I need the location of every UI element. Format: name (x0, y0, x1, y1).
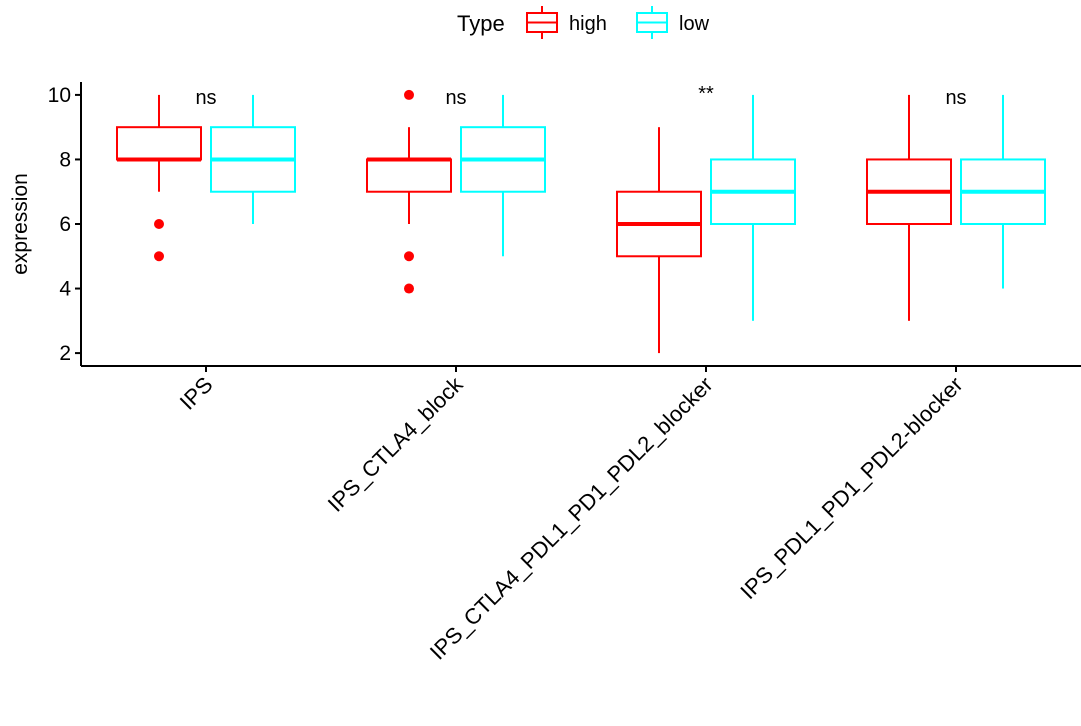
legend: Type high low (457, 6, 710, 39)
x-tick-label: IPS_PDL1_PD1_PDL2-blocker (735, 372, 967, 604)
box-low (710, 94, 796, 321)
y-tick-label: 6 (59, 213, 71, 236)
outlier-point (154, 251, 164, 262)
outlier-point (404, 89, 414, 100)
y-tick-label: 4 (59, 278, 71, 301)
legend-title: Type (457, 11, 505, 36)
legend-label: low (679, 13, 710, 35)
boxes (116, 89, 1046, 354)
legend-item-high: high (526, 6, 607, 39)
y-tick-label: 10 (48, 84, 71, 107)
box-low (960, 94, 1046, 289)
y-axis: 2 4 6 8 10 (48, 82, 82, 366)
outlier-point (154, 219, 164, 229)
outlier-point (404, 251, 414, 262)
significance-annotations: ns ns ** ns (195, 83, 966, 109)
y-tick-label: 2 (59, 342, 71, 365)
y-tick-label: 8 (59, 148, 71, 171)
box-body (366, 158, 452, 193)
box-high (366, 89, 452, 294)
y-axis-label: expression (9, 173, 32, 275)
significance-label: ns (445, 87, 466, 109)
box-high (866, 94, 952, 321)
significance-label: ns (945, 87, 966, 109)
box-low (460, 94, 546, 257)
significance-label: ns (195, 87, 216, 109)
significance-label: ** (698, 83, 714, 105)
x-axis: IPS IPS_CTLA4_blockIPS_CTLA4_PDL1_PD1_PDL… (81, 365, 1081, 665)
x-tick-label: IPS (175, 372, 218, 415)
legend-label: high (569, 13, 607, 35)
box-body (116, 126, 202, 161)
box-low (210, 94, 296, 224)
box-high (116, 94, 202, 262)
x-tick-label: IPS_CTLA4_block (323, 371, 468, 516)
box-high (616, 127, 702, 354)
legend-item-low: low (636, 6, 710, 39)
outlier-point (404, 283, 414, 294)
x-tick-label: IPS_CTLA4_PDL1_PD1_PDL2_blocker (425, 372, 718, 665)
